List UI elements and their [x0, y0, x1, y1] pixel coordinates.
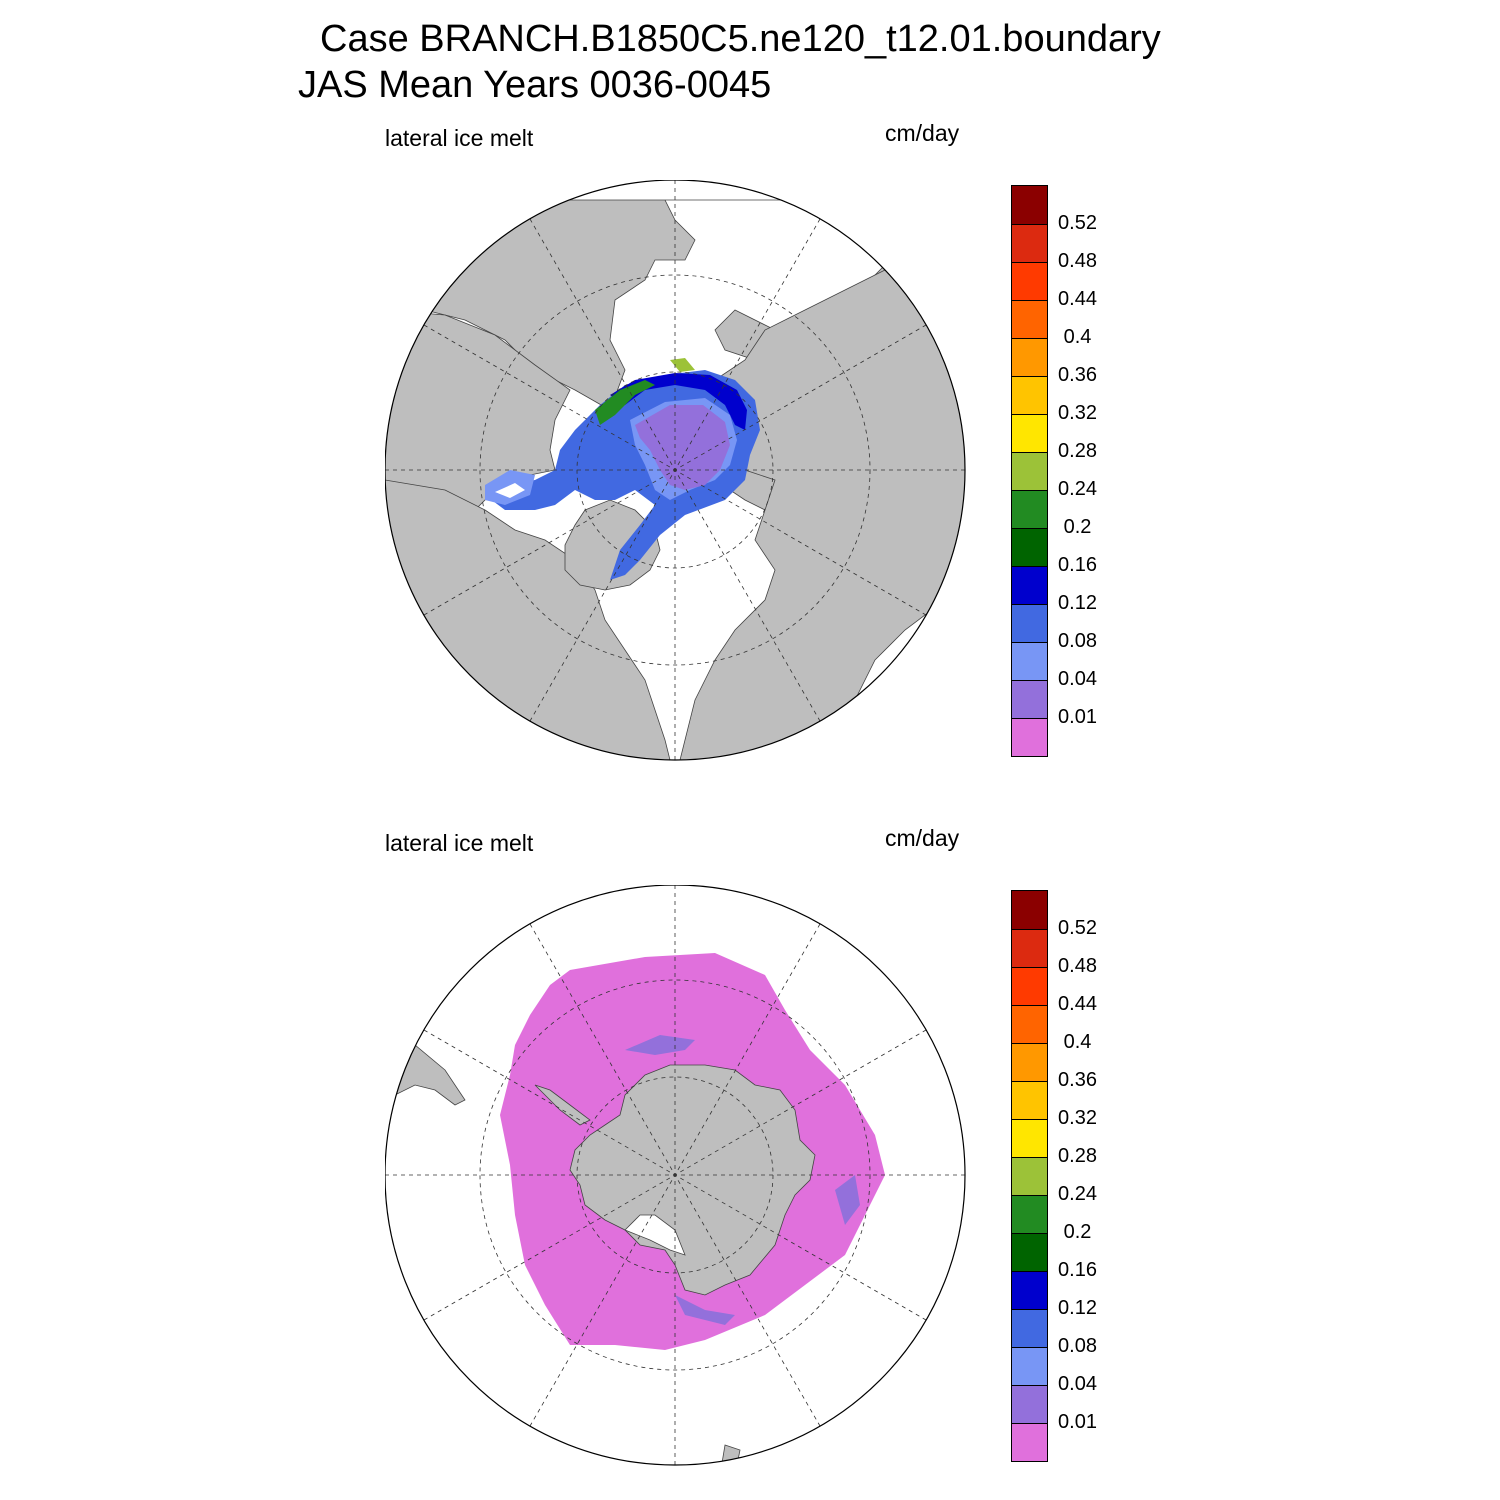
north-colorbar-tick-label: 0.28 [1058, 440, 1097, 462]
south-panel-label: lateral ice melt [385, 830, 534, 856]
south-colorbar-tick-label: 0.36 [1058, 1069, 1097, 1091]
south-colorbar-swatch [1012, 891, 1047, 929]
south-colorbar-swatch [1012, 1309, 1047, 1347]
north-colorbar-tick-label: 0.08 [1058, 630, 1097, 652]
south-colorbar-swatch [1012, 1233, 1047, 1271]
south-colorbar-tick-label: 0.01 [1058, 1411, 1097, 1433]
south-colorbar-tick-label: 0.08 [1058, 1335, 1097, 1357]
north-polar-map [385, 180, 966, 761]
north-colorbar-tick-label: 0.24 [1058, 478, 1097, 500]
north-colorbar-tick-label: 0.12 [1058, 592, 1097, 614]
north-graticule [385, 180, 965, 760]
south-colorbar-swatch [1012, 1119, 1047, 1157]
north-colorbar-tick-label: 0.44 [1058, 288, 1097, 310]
south-colorbar-swatch [1012, 1195, 1047, 1233]
north-colorbar-swatch [1012, 262, 1047, 300]
north-colorbar-swatch [1012, 490, 1047, 528]
south-colorbar-tick-label: 0.28 [1058, 1145, 1097, 1167]
north-colorbar-tick-label: 0.36 [1058, 364, 1097, 386]
south-colorbar-tick-label: 0.12 [1058, 1297, 1097, 1319]
north-colorbar-swatch [1012, 224, 1047, 262]
south-colorbar-tick-label: 0.52 [1058, 917, 1097, 939]
south-colorbar-swatch [1012, 1423, 1047, 1461]
north-units-label: cm/day [885, 120, 960, 146]
south-graticule [385, 885, 965, 1465]
south-colorbar-tick-label: 0.44 [1058, 993, 1097, 1015]
south-colorbar-swatch [1012, 1271, 1047, 1309]
north-colorbar-tick-label: 0.16 [1058, 554, 1097, 576]
south-colorbar-tick-label: 0.16 [1058, 1259, 1097, 1281]
north-colorbar-tick-label: 0.48 [1058, 250, 1097, 272]
south-colorbar-swatch [1012, 1347, 1047, 1385]
south-colorbar [1011, 890, 1048, 1462]
south-land-antarctica [569, 1064, 816, 1296]
south-colorbar-swatch [1012, 1005, 1047, 1043]
north-colorbar-swatch [1012, 452, 1047, 490]
south-colorbar-tick-label: 0.48 [1058, 955, 1097, 977]
north-colorbar-swatch [1012, 300, 1047, 338]
south-colorbar-tick-label: 0.04 [1058, 1373, 1097, 1395]
north-colorbar-tick-label: 0.2 [1063, 516, 1092, 538]
north-colorbar-swatch [1012, 414, 1047, 452]
title-case: Case BRANCH.B1850C5.ne120_t12.01.boundar… [320, 18, 1161, 60]
north-colorbar-swatch [1012, 642, 1047, 680]
south-units-label: cm/day [885, 825, 960, 851]
south-colorbar-swatch [1012, 1385, 1047, 1423]
south-colorbar-swatch [1012, 929, 1047, 967]
north-colorbar-swatch [1012, 376, 1047, 414]
title-season: JAS Mean Years 0036-0045 [298, 64, 772, 106]
north-colorbar-tick-label: 0.32 [1058, 402, 1097, 424]
north-colorbar-tick-label: 0.04 [1058, 668, 1097, 690]
north-colorbar-swatch [1012, 604, 1047, 642]
north-land-greenland [564, 499, 661, 591]
north-colorbar [1011, 185, 1048, 757]
south-colorbar-swatch [1012, 1043, 1047, 1081]
south-colorbar-tick-label: 0.32 [1058, 1107, 1097, 1129]
north-colorbar-tick-label: 0.01 [1058, 706, 1097, 728]
south-colorbar-tick-label: 0.4 [1063, 1031, 1092, 1053]
north-ice-cover [485, 358, 760, 580]
north-panel-label: lateral ice melt [385, 125, 534, 151]
north-colorbar-swatch [1012, 718, 1047, 756]
north-colorbar-swatch [1012, 566, 1047, 604]
north-colorbar-swatch [1012, 338, 1047, 376]
north-colorbar-swatch [1012, 680, 1047, 718]
south-colorbar-swatch [1012, 1081, 1047, 1119]
south-polar-map [385, 885, 966, 1466]
north-colorbar-swatch [1012, 186, 1047, 224]
south-colorbar-swatch [1012, 1157, 1047, 1195]
south-colorbar-tick-label: 0.24 [1058, 1183, 1097, 1205]
north-colorbar-swatch [1012, 528, 1047, 566]
north-colorbar-tick-label: 0.4 [1063, 326, 1092, 348]
north-colorbar-tick-label: 0.52 [1058, 212, 1097, 234]
south-colorbar-swatch [1012, 967, 1047, 1005]
south-colorbar-tick-label: 0.2 [1063, 1221, 1092, 1243]
